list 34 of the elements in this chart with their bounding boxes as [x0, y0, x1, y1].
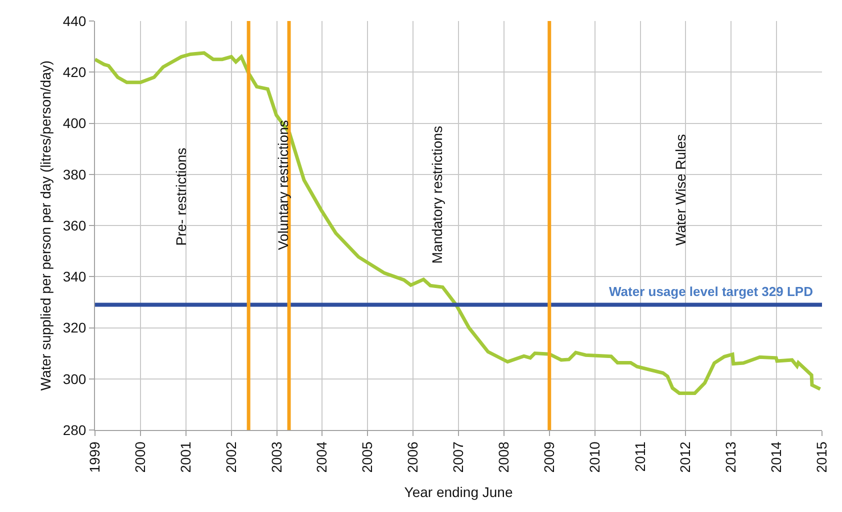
x-tick-label: 2007 [450, 441, 466, 473]
x-tick-label: 2005 [359, 441, 376, 473]
x-tick-label: 2010 [586, 441, 602, 473]
x-tick-label: 2002 [222, 441, 239, 473]
y-tick-label: 420 [62, 64, 86, 80]
x-tick-label: 2000 [132, 441, 148, 473]
y-tick-label: 280 [62, 422, 86, 438]
y-tick-label: 380 [62, 166, 86, 182]
x-axis-title: Year ending June [404, 484, 513, 500]
y-tick-label: 400 [62, 115, 86, 132]
ref-line-label: Water usage level target 329 LPD [609, 284, 813, 299]
y-tick-label: 300 [62, 370, 86, 387]
y-tick-label: 340 [62, 268, 86, 285]
line-series [95, 51, 822, 395]
x-tick-label: 2014 [768, 441, 784, 473]
x-tick-label: 2011 [632, 441, 648, 472]
x-tick-label: 2009 [540, 441, 557, 473]
annotation: Water Wise Rules [672, 134, 689, 246]
y-tick-label: 320 [62, 320, 86, 336]
x-tick-label: 2003 [268, 441, 284, 473]
y-axis-title: Water supplied per person per day (litres/person/day) [37, 60, 54, 391]
x-tick-label: 1999 [86, 441, 103, 473]
annotation: Mandatory restrictions [429, 126, 446, 264]
x-tick-label: 2004 [314, 441, 330, 473]
y-tick-label: 360 [62, 217, 86, 234]
x-tick-label: 2006 [404, 441, 421, 473]
x-tick-label: 2013 [722, 441, 739, 473]
x-tick-label: 2012 [677, 441, 694, 473]
x-tick-label: 2015 [814, 441, 830, 473]
x-tick-label: 2008 [495, 441, 512, 473]
annotation: Pre- restrictions [173, 148, 190, 246]
x-tick-label: 2001 [177, 441, 194, 473]
y-tick-label: 440 [62, 12, 86, 29]
annotation: Voluntary restrictions [274, 120, 291, 250]
